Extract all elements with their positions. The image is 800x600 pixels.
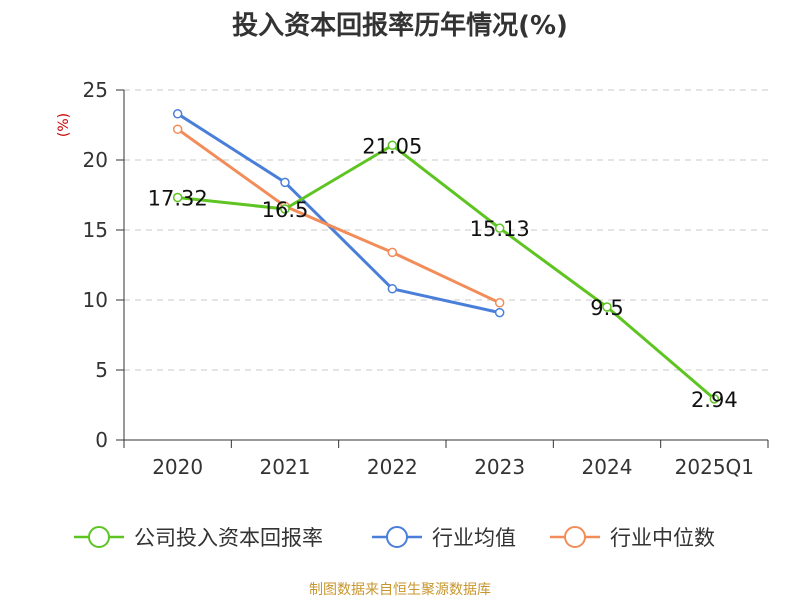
y-axis-ticks: 0 5 10 15 20 25 [83, 78, 124, 452]
series-line [177, 143, 716, 400]
legend-label: 行业均值 [432, 526, 516, 550]
x-axis-ticks: 2020 2021 2022 2023 2024 2025Q1 [123, 440, 769, 479]
legend-marker [564, 526, 586, 548]
y-tick-label: 15 [83, 218, 108, 242]
data-label: 9.5 [590, 296, 623, 320]
y-tick-label: 0 [95, 428, 108, 452]
chart-title: 投入资本回报率历年情况(%) [232, 10, 568, 41]
data-point [280, 177, 290, 188]
data-label: 17.32 [148, 187, 208, 211]
data-point [172, 109, 183, 119]
x-tick-label: 2023 [474, 455, 525, 479]
data-point [494, 223, 505, 233]
data-point [494, 307, 505, 318]
y-tick-label: 20 [83, 148, 108, 172]
y-axis-unit: (%) [56, 113, 72, 137]
legend-item[interactable]: 行业均值 [372, 526, 516, 550]
y-tick-label: 5 [95, 358, 108, 382]
data-label: 21.05 [362, 134, 422, 158]
series-line [176, 112, 500, 315]
series-line [176, 127, 501, 305]
y-tick-label: 10 [83, 288, 108, 312]
data-label: 15.13 [470, 217, 530, 241]
x-tick-label: 2024 [582, 455, 633, 479]
x-tick-label: 2020 [152, 455, 203, 479]
data-point [709, 394, 720, 404]
legend-item[interactable]: 行业中位数 [550, 526, 715, 550]
x-tick-label: 2021 [260, 455, 311, 479]
data-point [494, 298, 505, 308]
x-tick-label: 2025Q1 [675, 455, 754, 479]
data-label: 2.94 [691, 388, 738, 412]
series-layer [172, 109, 720, 404]
data-point [387, 140, 398, 151]
data-point [172, 192, 183, 203]
legend-marker [386, 526, 408, 548]
data-point [602, 302, 612, 312]
data-labels: 17.32 16.5 21.05 15.13 9.5 2.94 [148, 134, 738, 412]
data-point [387, 247, 398, 258]
grid-lines [124, 89, 768, 371]
legend-item[interactable]: 公司投入资本回报率 [74, 526, 323, 550]
data-point [280, 204, 290, 214]
source-note: 制图数据来自恒生聚源数据库 [309, 582, 491, 598]
legend-marker [88, 526, 110, 548]
legend[interactable]: 公司投入资本回报率 行业均值 行业中位数 [74, 526, 715, 550]
x-tick-label: 2022 [367, 455, 418, 479]
legend-label: 公司投入资本回报率 [134, 526, 323, 550]
y-tick-label: 25 [83, 78, 108, 102]
data-point [172, 124, 183, 134]
data-label: 16.5 [262, 198, 309, 222]
data-point [387, 284, 398, 294]
legend-label: 行业中位数 [610, 526, 715, 550]
